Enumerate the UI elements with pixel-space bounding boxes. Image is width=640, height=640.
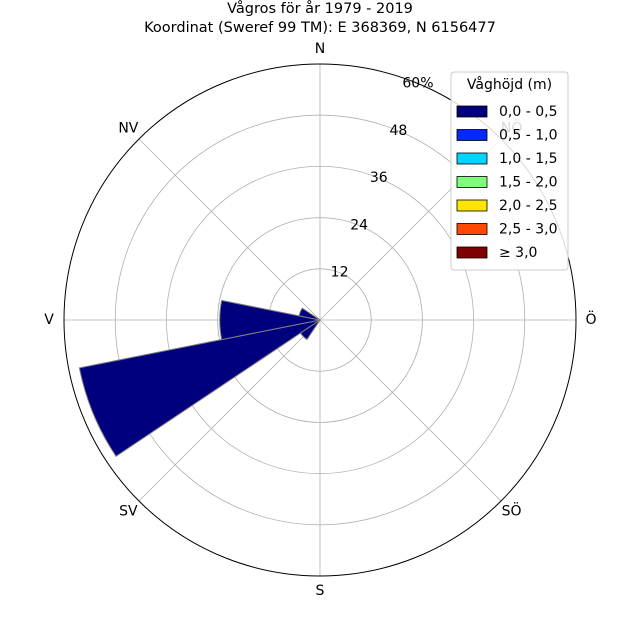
direction-label: SV (119, 504, 138, 520)
direction-label: V (44, 312, 54, 328)
radial-tick-label: 60% (402, 75, 433, 91)
legend-entry-label: 2,5 - 3,0 (499, 222, 557, 238)
radial-tick-label: 48 (389, 123, 407, 139)
direction-label: NV (118, 120, 138, 136)
grid-spoke (138, 319, 321, 502)
outer-circle (63, 63, 577, 577)
legend-swatch (456, 246, 488, 259)
direction-label: SÖ (502, 502, 522, 520)
legend-swatch (456, 223, 488, 235)
radial-tick-label: 24 (350, 217, 368, 233)
legend-swatch (456, 152, 488, 165)
radial-tick-label: 12 (331, 265, 349, 281)
rose-bars (78, 299, 321, 457)
legend-swatch (456, 176, 488, 188)
rose-bar (298, 307, 321, 321)
radial-tick-label: 36 (370, 170, 388, 186)
chart-title: Vågros för år 1979 - 2019 (227, 1, 413, 17)
legend-entry-label: ≥ 3,0 (499, 245, 537, 261)
legend-swatch (456, 199, 488, 212)
legend-entry-label: 1,5 - 2,0 (499, 175, 557, 191)
grid-spoke (319, 319, 502, 502)
direction-label: N (315, 41, 325, 57)
radial-tick-labels: 12 24 36 48 60% (331, 75, 434, 280)
rose-bar (299, 319, 321, 341)
direction-label: Ö (585, 310, 596, 328)
legend-swatch (456, 129, 488, 141)
legend: Våghöjd (m) 0,0 - 0,5 0,5 - 1,0 1,0 - 1,5 1,… (450, 71, 569, 271)
legend-entry-label: 0,5 - 1,0 (499, 128, 557, 144)
legend-swatch (456, 105, 488, 118)
direction-label: S (316, 583, 325, 599)
legend-box (450, 71, 569, 271)
grid-spoke (138, 138, 321, 321)
legend-entry-label: 0,0 - 0,5 (499, 104, 557, 120)
legend-title: Våghöjd (m) (467, 76, 552, 93)
legend-entry-label: 1,0 - 1,5 (499, 151, 557, 167)
legend-entry-label: 2,0 - 2,5 (499, 198, 557, 214)
rose-bar (219, 299, 321, 341)
chart-subtitle: Koordinat (Sweref 99 TM): E 368369, N 61… (144, 20, 496, 36)
rose-bar (78, 319, 321, 457)
